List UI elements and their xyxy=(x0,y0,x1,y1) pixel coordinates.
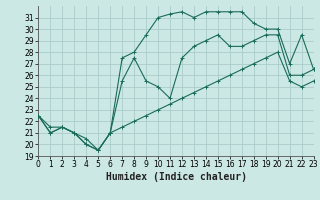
X-axis label: Humidex (Indice chaleur): Humidex (Indice chaleur) xyxy=(106,172,246,182)
